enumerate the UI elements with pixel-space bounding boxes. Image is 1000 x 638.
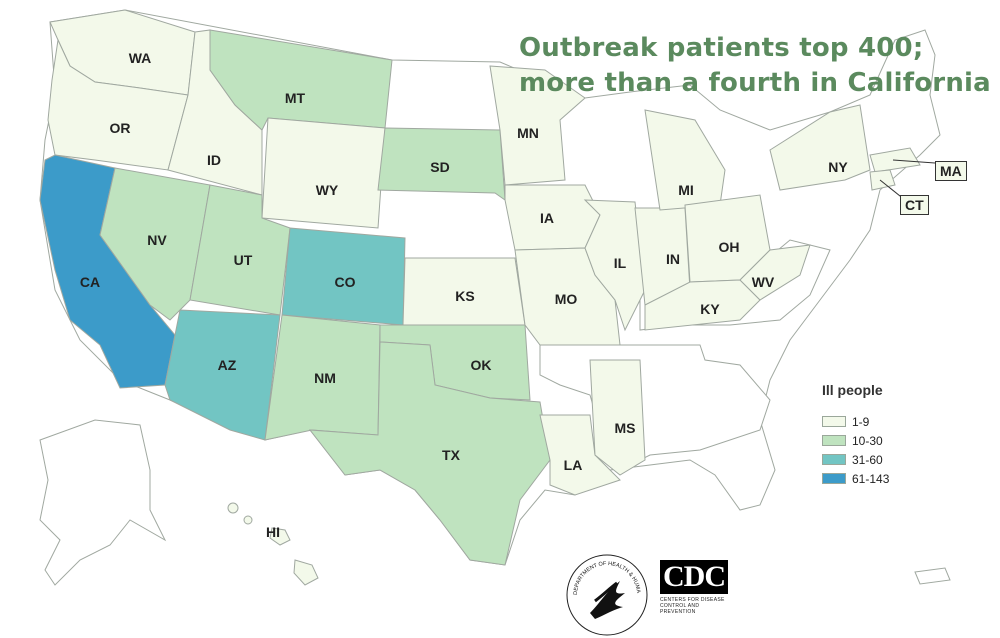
state-label-co: CO <box>335 274 356 290</box>
territory-pr <box>914 567 951 585</box>
legend-item: 10-30 <box>822 431 972 450</box>
state-label-tx: TX <box>442 447 461 463</box>
state-mn <box>489 65 586 186</box>
state-label-nv: NV <box>147 232 167 248</box>
state-ms <box>589 359 646 476</box>
state-wv <box>739 244 811 301</box>
state-label-mo: MO <box>555 291 578 307</box>
legend-title: Ill people <box>822 382 883 398</box>
legend-swatch <box>822 416 846 427</box>
state-tx <box>308 341 551 566</box>
state-label-hi: HI <box>266 524 280 540</box>
legend-swatch <box>822 435 846 446</box>
legend-swatch <box>822 454 846 465</box>
state-wy <box>261 117 386 229</box>
state-label-la: LA <box>564 457 583 473</box>
state-sd <box>377 127 506 202</box>
state-label-oh: OH <box>719 239 740 255</box>
state-label-ca: CA <box>80 274 100 290</box>
state-label-ia: IA <box>540 210 554 226</box>
state-ct <box>869 169 896 191</box>
state-label-wy: WY <box>316 182 339 198</box>
state-label-mi: MI <box>678 182 694 198</box>
state-label-or: OR <box>110 120 131 136</box>
ma-leader-line <box>892 159 936 164</box>
legend-label: 31-60 <box>852 452 883 467</box>
state-label-id: ID <box>207 152 221 168</box>
hhs-seal-logo: DEPARTMENT OF HEALTH & HUMAN SERVICES US… <box>565 553 648 636</box>
map-title-line-2: more than a fourth in California <box>519 68 991 98</box>
state-label-mt: MT <box>285 90 306 106</box>
state-label-az: AZ <box>218 357 237 373</box>
state-label-ms: MS <box>615 420 636 436</box>
legend-item: 1-9 <box>822 412 972 431</box>
legend-swatch <box>822 473 846 484</box>
legend: Ill people 1-9 10-30 31-60 61-143 <box>822 382 972 488</box>
state-label-nm: NM <box>314 370 336 386</box>
state-label-sd: SD <box>430 159 449 175</box>
state-label-il: IL <box>614 255 627 271</box>
state-mi <box>644 109 726 211</box>
legend-label: 1-9 <box>852 414 870 429</box>
state-label-ut: UT <box>234 252 253 268</box>
state-label-in: IN <box>666 251 680 267</box>
legend-item: 61-143 <box>822 469 972 488</box>
state-az <box>164 309 281 441</box>
cdc-logo-mark: CDC <box>660 560 728 594</box>
state-label-ks: KS <box>455 288 474 304</box>
state-ak <box>39 419 167 586</box>
state-label-wv: WV <box>752 274 775 290</box>
cdc-logo: CDC CENTERS FOR DISEASE CONTROL AND PREV… <box>660 560 732 615</box>
state-label-wa: WA <box>129 50 152 66</box>
map-title-line-1: Outbreak patients top 400; <box>519 33 924 63</box>
state-label-ny: NY <box>828 159 848 175</box>
state-label-ok: OK <box>471 357 492 373</box>
legend-item: 31-60 <box>822 450 972 469</box>
state-la <box>539 414 621 496</box>
state-label-ma: MA <box>935 161 967 181</box>
legend-label: 61-143 <box>852 471 890 486</box>
legend-label: 10-30 <box>852 433 883 448</box>
state-hi <box>227 502 319 586</box>
state-label-ky: KY <box>700 301 720 317</box>
state-mt <box>209 29 393 131</box>
cdc-logo-subtext: CENTERS FOR DISEASE CONTROL AND PREVENTI… <box>660 597 725 615</box>
state-ny <box>769 104 871 191</box>
state-label-ct: CT <box>900 195 929 215</box>
state-label-mn: MN <box>517 125 539 141</box>
